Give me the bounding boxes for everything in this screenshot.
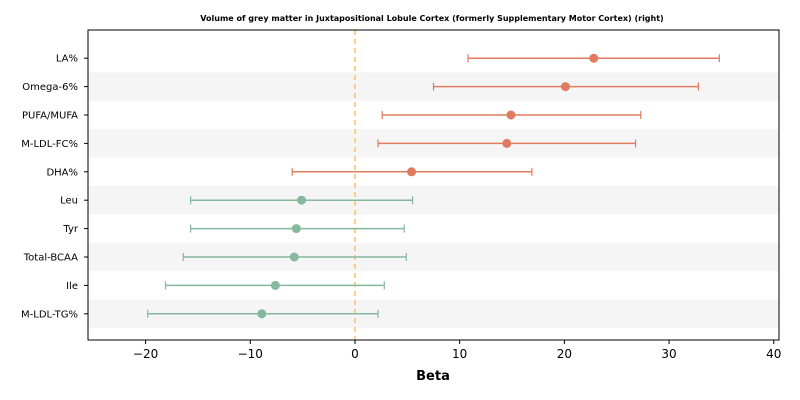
chart-title: Volume of grey matter in Juxtapositional… [200, 14, 663, 23]
y-tick-label: DHA% [46, 167, 78, 178]
x-tick-label: −20 [133, 347, 158, 361]
x-tick-label: 40 [766, 347, 781, 361]
beta-point [270, 280, 280, 290]
beta-point [289, 252, 299, 262]
beta-point [589, 53, 599, 63]
y-tick-label: M-LDL-TG% [21, 309, 78, 320]
x-tick-label: 10 [452, 347, 467, 361]
y-tick-label: Ile [66, 281, 78, 292]
beta-point [506, 110, 516, 120]
y-tick-label: PUFA/MUFA [22, 111, 78, 122]
x-axis: −20 −10 0 10 20 30 40 [133, 340, 781, 361]
y-tick-label: Total-BCAA [23, 253, 78, 264]
x-tick-label: 0 [351, 347, 359, 361]
error-bar-row [432, 82, 699, 92]
beta-point [407, 167, 417, 177]
beta-point [297, 195, 307, 205]
error-bar-row [190, 195, 414, 205]
y-tick-label: LA% [56, 54, 78, 65]
beta-point [560, 82, 570, 92]
plot-frame [87, 29, 780, 341]
y-tick-label: Leu [60, 196, 78, 207]
error-bar-row [377, 138, 637, 148]
error-bar-row [147, 309, 379, 319]
error-bar-row [182, 252, 407, 262]
x-tick-label: 30 [661, 347, 676, 361]
beta-point [257, 309, 267, 319]
error-bar-row [190, 224, 405, 234]
error-bar-row [381, 110, 642, 120]
y-tick-label: Omega-6% [22, 82, 78, 93]
y-tick-label: M-LDL-FC% [21, 139, 78, 150]
error-bar-row [291, 167, 533, 177]
y-tick-label: Tyr [62, 224, 78, 235]
x-tick-label: 20 [557, 347, 572, 361]
error-bar-row [467, 53, 720, 63]
error-bars [147, 53, 720, 319]
error-bar-row [164, 280, 385, 290]
beta-point [502, 138, 512, 148]
beta-point [291, 224, 301, 234]
x-tick-label: −10 [238, 347, 263, 361]
x-axis-label: Beta [416, 369, 450, 384]
y-axis: LA% Omega-6% PUFA/MUFA M-LDL-FC% DHA% Leu Tyr T… [21, 54, 88, 320]
